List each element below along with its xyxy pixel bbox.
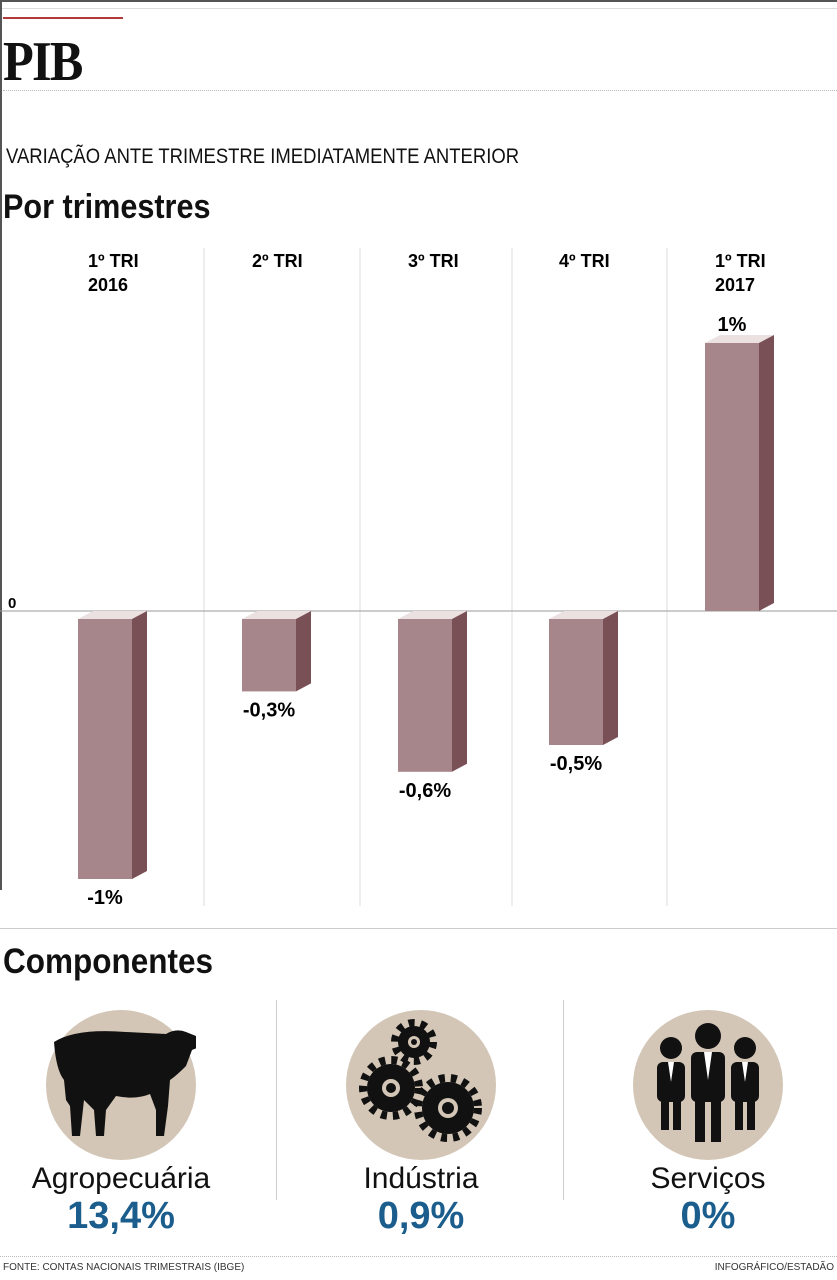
divider <box>563 1000 564 1200</box>
component-agropecuaria: Agropecuária 13,4% <box>0 1010 256 1236</box>
bar <box>78 619 132 879</box>
data-label: 1% <box>718 314 747 336</box>
bar-top <box>78 611 147 619</box>
accent-rule <box>3 17 123 19</box>
bar-top <box>705 335 774 343</box>
component-name: Serviços <box>650 1162 766 1195</box>
divider <box>0 928 837 929</box>
people-icon <box>657 1023 759 1142</box>
component-value: 0% <box>680 1195 736 1237</box>
bar <box>705 343 759 611</box>
bar-chart: 0 1º TRI 2016 -1% 2º TRI -0,3% 3º TRI -0,6% 4º T… <box>0 248 837 909</box>
component-name: Indústria <box>363 1162 479 1195</box>
section-title: Por trimestres <box>3 188 211 226</box>
top-border <box>0 0 837 9</box>
component-industria: Indústria 0,9% <box>286 1010 556 1236</box>
bar-side <box>452 611 467 772</box>
icon-circle <box>633 1010 783 1160</box>
bar <box>242 619 296 692</box>
component-servicos: Serviços 0% <box>573 1010 837 1236</box>
component-value: 0,9% <box>377 1195 465 1237</box>
category-label: 2º TRI <box>252 251 303 271</box>
data-label: -0,3% <box>243 699 295 721</box>
component-name: Agropecuária <box>31 1162 211 1195</box>
category-label: 1º TRI <box>715 251 766 271</box>
category-label: 4º TRI <box>559 251 610 271</box>
bar-top <box>549 611 618 619</box>
bar <box>398 619 452 772</box>
data-label: -0,5% <box>550 753 602 775</box>
category-label: 2017 <box>715 275 755 295</box>
bar-side <box>132 611 147 879</box>
source-note: FONTE: CONTAS NACIONAIS TRIMESTRAIS (IBG… <box>3 1262 245 1273</box>
icon-circle <box>346 1010 496 1160</box>
bar-top <box>398 611 467 619</box>
bar-side <box>296 611 311 692</box>
zero-label: 0 <box>8 595 16 612</box>
divider <box>0 1256 837 1257</box>
category-label: 1º TRI <box>88 251 139 271</box>
icon-circle <box>46 1010 196 1160</box>
data-label: -0,6% <box>399 780 451 802</box>
divider <box>3 90 837 91</box>
left-border <box>0 0 2 890</box>
data-label: -1% <box>87 887 123 909</box>
credit: INFOGRÁFICO/ESTADÃO <box>714 1262 834 1273</box>
category-label: 2016 <box>88 275 128 295</box>
page-title: PIB <box>3 31 83 93</box>
divider <box>276 1000 277 1200</box>
bar-side <box>759 335 774 611</box>
cow-icon <box>54 1030 196 1136</box>
bar-side <box>603 611 618 745</box>
subtitle: VARIAÇÃO ANTE TRIMESTRE IMEDIATAMENTE AN… <box>6 145 520 168</box>
bar-top <box>242 611 311 619</box>
category-label: 3º TRI <box>408 251 459 271</box>
bar <box>549 619 603 745</box>
gears-icon <box>359 1019 482 1142</box>
component-value: 13,4% <box>67 1195 175 1237</box>
components-title: Componentes <box>3 942 214 981</box>
